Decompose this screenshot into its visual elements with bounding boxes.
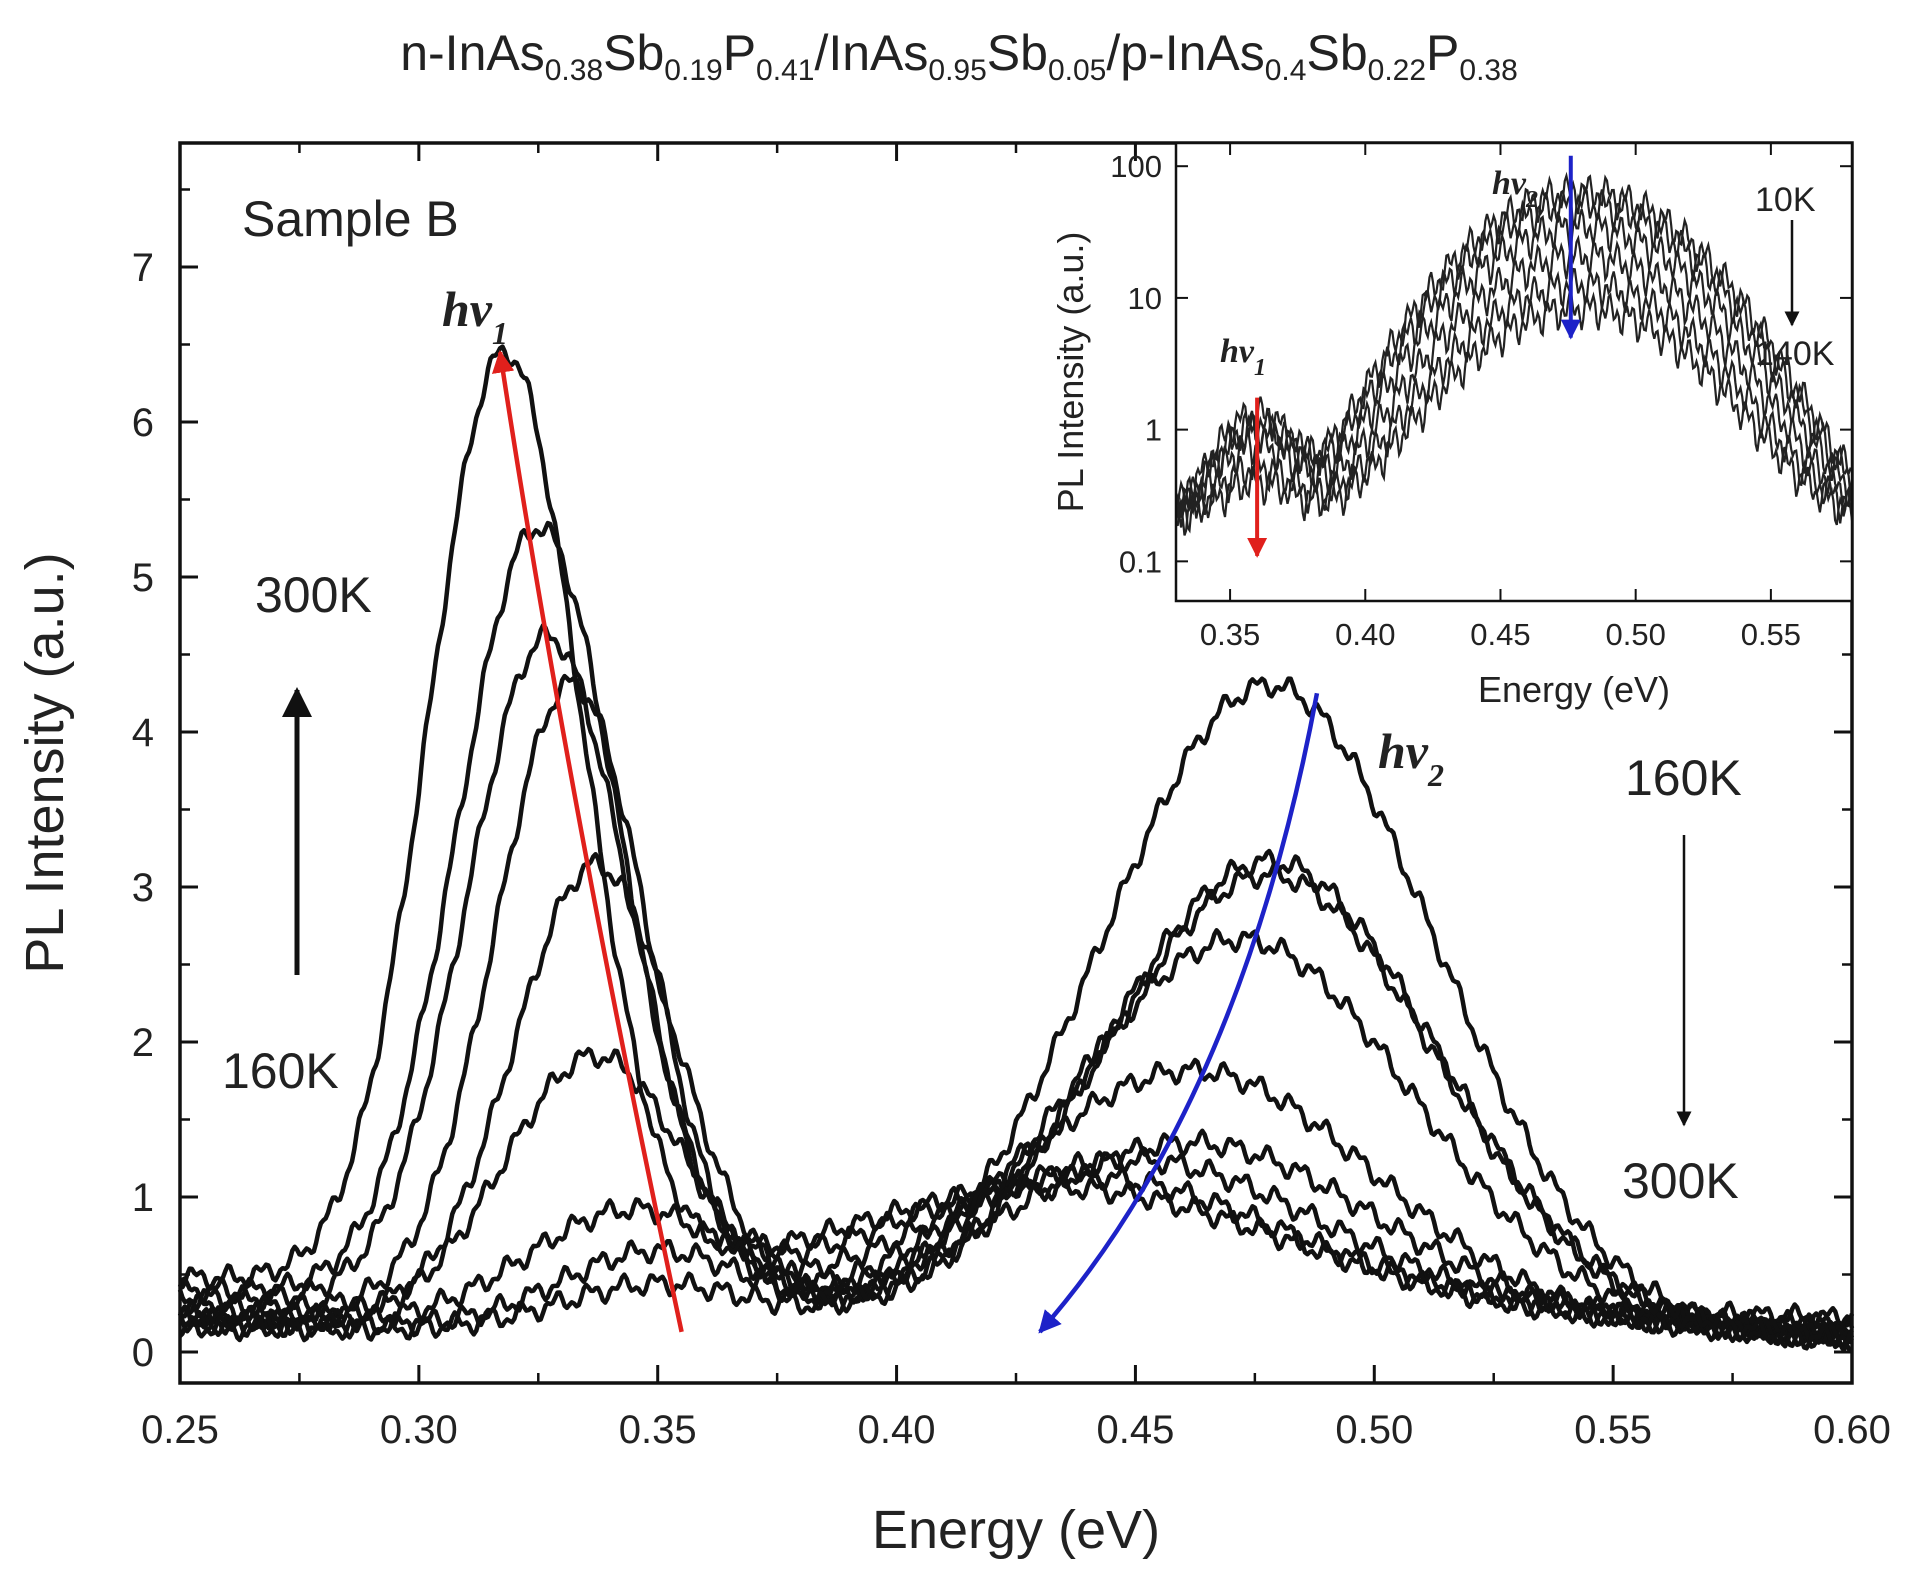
inset-frame — [1174, 141, 1854, 603]
inset-y-tick-label: 0.1 — [1119, 544, 1162, 579]
main-y-tick-label: 0 — [132, 1331, 154, 1375]
main-y-tick-label: 2 — [132, 1021, 154, 1065]
title-part-9: 0.05 — [1048, 54, 1106, 87]
main-x-tick-label: 0.55 — [1574, 1408, 1652, 1452]
inset-series-line-140K — [1174, 287, 1854, 536]
main-x-tick-label: 0.50 — [1335, 1408, 1413, 1452]
title-part-12: Sb — [1306, 25, 1367, 81]
inset-x-tick-label: 0.45 — [1470, 617, 1530, 652]
main-curves — [177, 344, 1855, 1353]
main-y-tick-label: 7 — [132, 246, 154, 290]
inset-hv2-label: hν2 — [1492, 165, 1538, 213]
main-y-tick-label: 4 — [132, 711, 154, 755]
title-part-0: n-InAs — [400, 25, 545, 81]
main-y-tick-label: 1 — [132, 1176, 154, 1220]
inset-x-ticks: 0.35 0.40 0.45 0.50 0.55 — [1200, 143, 1801, 652]
inset-series-line-60K — [1174, 234, 1853, 517]
red-trend-arrow — [491, 350, 684, 1333]
title-part-5: 0.41 — [756, 54, 814, 87]
inset-temp-top-label: 10K — [1755, 181, 1816, 219]
sample-label: Sample B — [242, 191, 459, 247]
inset-temp-bottom-label: 140K — [1755, 335, 1835, 373]
hv1-label: hν1 — [442, 281, 508, 351]
series-line-220K — [178, 851, 1853, 1349]
inset-arrows — [1247, 155, 1581, 558]
chart-title: n-InAs0.38Sb0.19P0.41/InAs0.95Sb0.05/p-I… — [400, 25, 1518, 87]
inset-curves — [1174, 171, 1854, 536]
main-x-tick-label: 0.45 — [1096, 1408, 1174, 1452]
series-line-170K — [178, 848, 1854, 1353]
title-part-14: P — [1426, 25, 1459, 81]
main-arrows — [491, 350, 1320, 1334]
title-part-7: 0.95 — [928, 54, 986, 87]
inset-x-tick-label: 0.55 — [1741, 617, 1801, 652]
inset-x-tick-label: 0.35 — [1200, 617, 1260, 652]
title-part-3: 0.19 — [664, 54, 722, 87]
inset-series-line-20K — [1174, 184, 1854, 527]
inset-y-tick-label: 100 — [1110, 149, 1162, 184]
title-part-1: 0.38 — [545, 54, 603, 87]
main-y-axis-label: PL Intensity (a.u.) — [15, 552, 75, 973]
series-line-160K — [178, 676, 1854, 1351]
temp-high-left-label: 300K — [255, 567, 372, 623]
title-part-8: Sb — [987, 25, 1048, 81]
inset-x-axis-label: Energy (eV) — [1478, 669, 1670, 710]
series-line-240K — [178, 673, 1854, 1345]
temp-low-right-label: 300K — [1622, 1153, 1739, 1209]
title-part-10: /p-InAs — [1106, 25, 1264, 81]
series-line-200K — [177, 928, 1854, 1350]
main-y-tick-label: 3 — [132, 866, 154, 910]
inset-y-tick-label: 1 — [1145, 413, 1162, 448]
temp-high-right-label: 160K — [1625, 750, 1742, 806]
title-part-4: P — [723, 25, 756, 81]
inset-y-tick-label: 10 — [1128, 281, 1162, 316]
inset-plot: 0.35 0.40 0.45 0.50 0.55 0.1 1 10 100 Energy (e… — [1050, 141, 1854, 710]
temp-low-left-label: 160K — [222, 1043, 339, 1099]
main-x-tick-label: 0.35 — [619, 1408, 697, 1452]
inset-series-line-100K — [1174, 267, 1853, 534]
main-x-tick-label: 0.25 — [141, 1408, 219, 1452]
title-part-2: Sb — [603, 25, 664, 81]
title-part-6: /InAs — [814, 25, 928, 81]
inset-y-axis-label: PL Intensity (a.u.) — [1050, 232, 1091, 513]
main-y-tick-label: 6 — [132, 401, 154, 445]
title-part-13: 0.22 — [1368, 54, 1426, 87]
main-x-tick-label: 0.30 — [380, 1408, 458, 1452]
main-x-tick-label: 0.40 — [858, 1408, 936, 1452]
main-x-axis-label: Energy (eV) — [872, 1500, 1160, 1560]
inset-hv1-label: hν1 — [1220, 333, 1266, 381]
main-x-tick-label: 0.60 — [1813, 1408, 1891, 1452]
main-x-ticks: 0.25 0.30 0.35 0.40 0.45 0.50 0.55 0.60 — [141, 143, 1891, 1452]
title-part-11: 0.4 — [1265, 54, 1307, 87]
inset-y-ticks: 0.1 1 10 100 — [1110, 149, 1852, 579]
hv2-label: hν2 — [1378, 723, 1444, 793]
blue-trend-arrow — [1038, 692, 1320, 1334]
inset-x-tick-label: 0.50 — [1606, 617, 1666, 652]
inset-x-tick-label: 0.40 — [1335, 617, 1395, 652]
main-y-tick-label: 5 — [132, 556, 154, 600]
main-plot: 0.25 0.30 0.35 0.40 0.45 0.50 0.55 0.60 0 1 2 3 4 5 6… — [15, 141, 1891, 1560]
main-y-ticks: 0 1 2 3 4 5 6 7 — [132, 188, 1852, 1375]
title-part-15: 0.38 — [1459, 54, 1517, 87]
